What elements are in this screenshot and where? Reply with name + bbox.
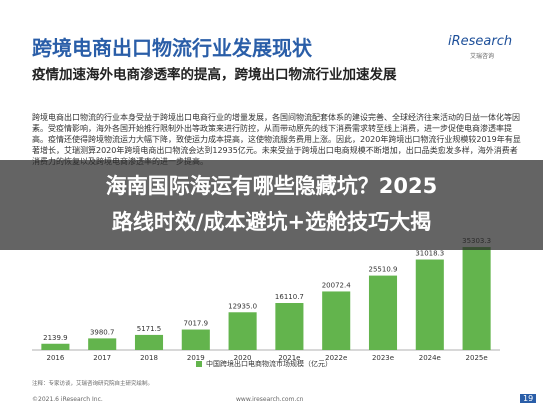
value-label: 12935.0 (228, 302, 257, 310)
bar (88, 338, 117, 350)
title: 跨境电商出口物流行业发展现状 (32, 36, 312, 60)
x-tick-label: 2022e (325, 354, 347, 362)
value-label: 25510.9 (369, 266, 398, 274)
x-tick-label: 2021e (278, 354, 300, 362)
overlay-band (0, 160, 543, 250)
x-tick-label: 2019 (187, 354, 205, 362)
bar (462, 247, 491, 350)
value-label: 16110.7 (275, 293, 304, 301)
x-tick-label: 2025e (466, 354, 488, 362)
bar (415, 259, 444, 350)
note: 注释：专家访谈，艾瑞咨询研究院自主研究绘制。 (32, 381, 154, 387)
bar (181, 329, 210, 350)
legend-label: 中国跨境出口电商物流市场规模（亿元） (206, 359, 332, 368)
x-tick-label: 2016 (46, 354, 64, 362)
x-tick-label: 2017 (93, 354, 111, 362)
copyright: ©2021.6 iResearch Inc. (32, 396, 103, 403)
value-label: 5171.5 (137, 325, 162, 333)
bar (322, 291, 351, 350)
overlay-line: 路线时效/成本避坑+选舱技巧大揭 (111, 210, 432, 234)
value-label: 2139.9 (43, 334, 68, 342)
subtitle: 疫情加速海外电商渗透率的提高，跨境出口物流行业加速发展 (32, 67, 397, 83)
x-tick-label: 2018 (140, 354, 158, 362)
bar (228, 312, 257, 350)
x-tick-label: 2020 (234, 354, 252, 362)
bar (368, 275, 398, 350)
bar (275, 303, 304, 350)
bar (41, 343, 70, 350)
logo: iResearch (448, 34, 513, 49)
x-tick-label: 2024e (419, 354, 441, 362)
logo-sub: 艾瑞咨询 (470, 53, 495, 60)
x-tick-label: 2023e (372, 354, 394, 362)
overlay-line: 海南国际海运有哪些隐藏坑？2025 (105, 174, 438, 198)
overlay-text: 海南国际海运有哪些隐藏坑？2025 路线时效/成本避坑+选舱技巧大揭 (0, 168, 543, 240)
legend-swatch (196, 361, 202, 367)
page-number: 19 (520, 394, 537, 403)
bar (134, 334, 164, 350)
url: www.iresearch.com.cn (236, 396, 304, 403)
value-label: 3980.7 (90, 328, 115, 336)
value-label: 7017.9 (184, 320, 209, 328)
value-label: 31018.3 (415, 250, 444, 258)
value-label: 20072.4 (322, 281, 351, 289)
